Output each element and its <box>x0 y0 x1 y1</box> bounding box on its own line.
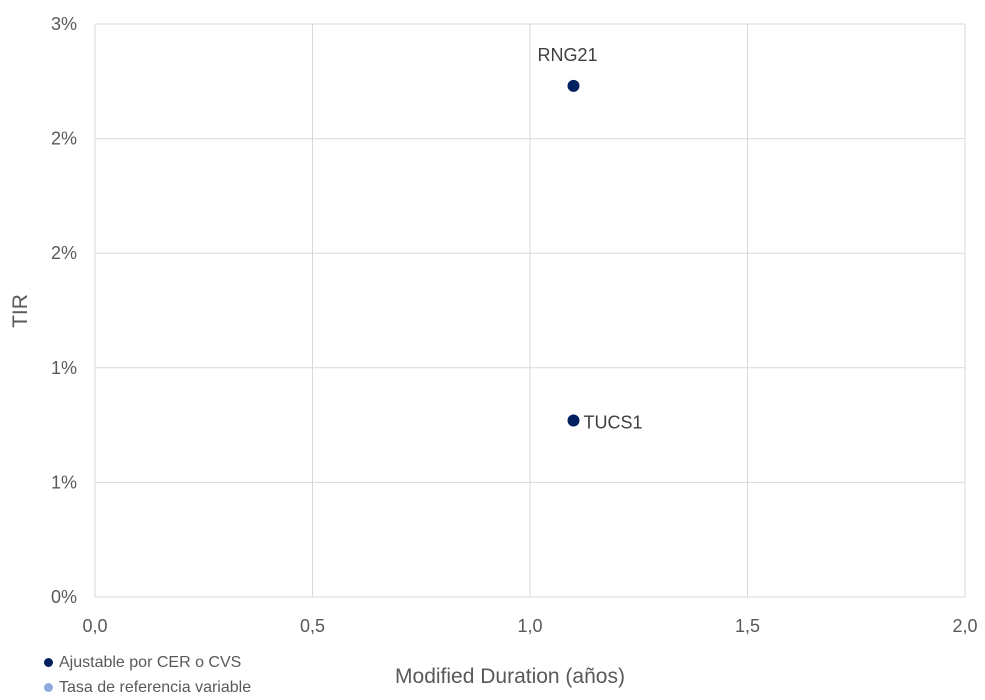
y-tick-label: 0% <box>51 587 77 607</box>
y-tick-label: 3% <box>51 14 77 34</box>
legend-item-cer-cvs: Ajustable por CER o CVS <box>44 650 251 675</box>
x-tick-label: 0,0 <box>82 616 107 636</box>
y-axis-ticks: 0% 1% 1% 2% 2% 3% <box>51 14 77 607</box>
x-tick-label: 2,0 <box>952 616 977 636</box>
y-tick-label: 2% <box>51 243 77 263</box>
x-tick-label: 1,5 <box>735 616 760 636</box>
x-axis-title: Modified Duration (años) <box>395 665 625 688</box>
data-points: RNG21 TUCS1 <box>537 45 642 433</box>
x-tick-label: 1,0 <box>517 616 542 636</box>
legend-label: Ajustable por CER o CVS <box>59 653 242 671</box>
x-tick-label: 0,5 <box>300 616 325 636</box>
legend-item-tasa-variable: Tasa de referencia variable <box>44 675 251 700</box>
legend-marker-icon <box>44 683 53 692</box>
data-label: RNG21 <box>537 45 597 65</box>
data-point <box>567 414 580 427</box>
y-axis-title: TIR <box>9 294 32 328</box>
grid <box>94 23 966 598</box>
y-tick-label: 1% <box>51 472 77 492</box>
data-label: TUCS1 <box>584 413 643 433</box>
legend-label: Tasa de referencia variable <box>59 678 252 696</box>
y-tick-label: 2% <box>51 129 77 149</box>
data-point <box>567 79 580 92</box>
y-tick-label: 1% <box>51 358 77 378</box>
legend: Ajustable por CER o CVS Tasa de referenc… <box>44 650 251 700</box>
legend-marker-icon <box>44 658 53 667</box>
x-axis-ticks: 0,0 0,5 1,0 1,5 2,0 <box>82 616 977 636</box>
